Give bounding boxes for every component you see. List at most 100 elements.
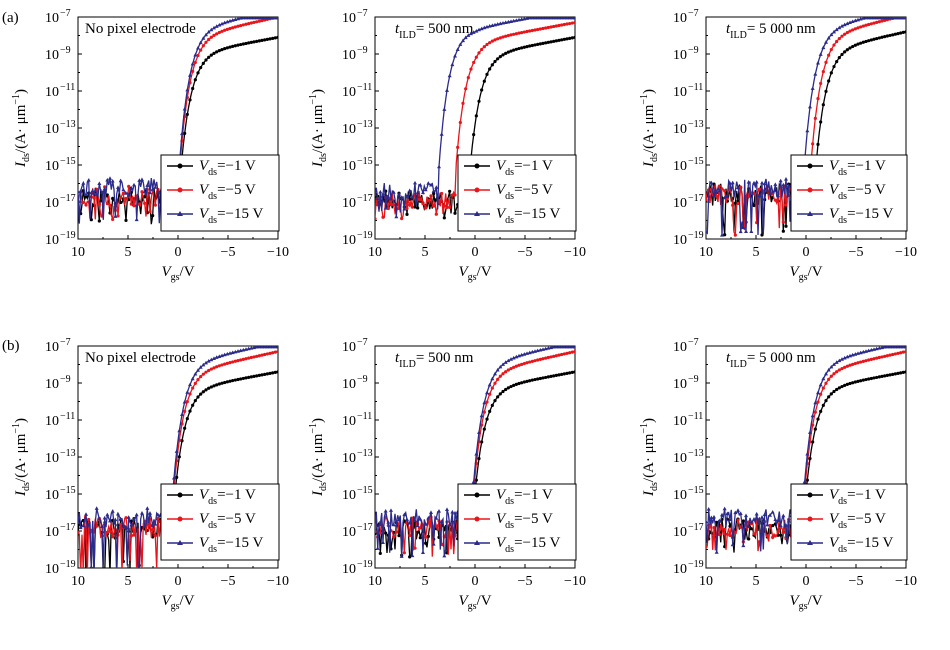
x-tick-label: 5 <box>125 574 132 589</box>
data-point <box>893 372 897 376</box>
data-point <box>568 351 572 355</box>
x-tick-label: −10 <box>895 245 917 260</box>
data-point <box>220 29 224 33</box>
y-tick-base: 10 <box>673 233 687 248</box>
data-point <box>856 26 860 30</box>
x-tick-label: 0 <box>472 245 479 260</box>
data-point <box>434 524 438 528</box>
data-point <box>201 36 206 40</box>
x-tick-label: 0 <box>472 574 479 589</box>
data-point <box>869 376 873 381</box>
data-point <box>805 478 809 482</box>
legend-label-sub: ds <box>838 520 847 531</box>
data-point <box>867 39 871 43</box>
data-point <box>715 194 719 198</box>
data-point <box>265 352 269 356</box>
data-point <box>728 533 732 538</box>
y-tick-base: 10 <box>45 159 59 174</box>
data-point <box>108 529 112 533</box>
data-point <box>517 381 521 386</box>
data-point <box>445 205 449 209</box>
data-point <box>514 354 519 359</box>
data-point <box>193 52 198 57</box>
data-point <box>781 513 786 518</box>
data-point <box>818 382 823 387</box>
data-point <box>474 478 478 482</box>
data-point <box>392 535 396 539</box>
data-point <box>496 57 500 61</box>
y-label-tail: /(A· μm <box>310 104 326 153</box>
x-label-sub: gs <box>468 272 477 283</box>
data-point <box>773 182 778 186</box>
data-point <box>199 392 203 396</box>
data-point <box>549 374 553 378</box>
data-point <box>528 44 532 48</box>
data-point <box>552 374 556 378</box>
data-point <box>386 206 390 211</box>
data-point <box>877 36 881 40</box>
panel-title: No pixel electrode <box>85 350 196 366</box>
data-point <box>418 198 422 202</box>
data-point <box>233 378 237 382</box>
data-point <box>533 28 537 32</box>
data-point <box>533 43 537 47</box>
data-point <box>480 88 484 92</box>
data-point <box>204 58 208 62</box>
panel-title: tILD= 500 nm <box>395 21 474 41</box>
y-tick-label: 10 <box>342 233 356 248</box>
y-tick-base: 10 <box>342 414 356 429</box>
data-point <box>418 517 423 521</box>
data-point <box>223 28 227 32</box>
data-point <box>397 534 401 538</box>
data-point <box>506 358 511 363</box>
y-tick-exponent: −7 <box>688 8 699 19</box>
title-main: t <box>395 350 400 366</box>
data-point <box>196 71 200 75</box>
data-point <box>717 518 722 523</box>
data-point <box>461 101 465 105</box>
data-point <box>276 349 278 354</box>
y-axis-label: Ids/(A· μm−1) <box>11 418 32 497</box>
data-point <box>423 522 428 526</box>
y-tick-label: 10 <box>45 48 59 63</box>
data-point <box>853 27 857 31</box>
data-point <box>517 31 521 35</box>
data-point <box>124 191 128 195</box>
data-point <box>808 456 812 461</box>
data-point <box>840 34 844 38</box>
data-point <box>736 201 740 206</box>
data-point <box>156 516 160 520</box>
data-point <box>78 530 80 534</box>
data-point <box>514 382 518 387</box>
data-point <box>175 475 179 480</box>
data-point <box>733 510 738 515</box>
data-point <box>861 378 865 382</box>
data-point <box>776 193 780 198</box>
data-point <box>904 346 906 349</box>
y-tick-exponent: −13 <box>688 448 704 459</box>
data-point <box>552 354 556 358</box>
data-point <box>418 536 422 540</box>
data-point <box>811 142 815 146</box>
data-point <box>778 523 783 528</box>
legend-label-sub: ds <box>838 544 847 555</box>
title-main: t <box>726 21 731 37</box>
data-point <box>244 357 248 361</box>
data-point <box>429 194 433 198</box>
data-point <box>126 515 131 519</box>
data-point <box>223 380 227 385</box>
y-tick-exponent: −9 <box>357 374 368 385</box>
y-tick-base: 10 <box>45 85 59 100</box>
data-point <box>111 196 115 201</box>
data-point <box>501 362 505 366</box>
data-point <box>201 390 205 394</box>
y-tick-exponent: −17 <box>357 193 373 204</box>
data-point <box>461 38 465 43</box>
data-point <box>517 46 521 51</box>
data-point <box>827 53 831 57</box>
data-point <box>150 187 155 191</box>
title-main: No pixel electrode <box>85 21 196 37</box>
y-label-main: I <box>13 490 29 497</box>
data-point <box>752 532 756 536</box>
